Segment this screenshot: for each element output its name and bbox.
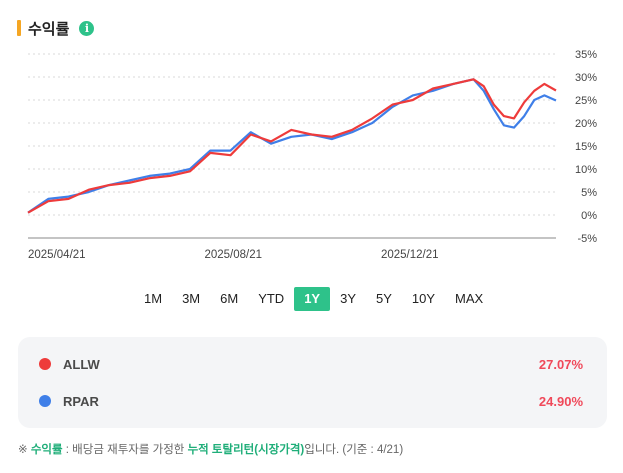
period-5y[interactable]: 5Y [376, 291, 392, 306]
series-line-allw [27, 78, 557, 214]
footnote-text: : 배당금 재투자를 가정한 [62, 444, 188, 456]
accent-bar [17, 20, 21, 36]
period-6m[interactable]: 6M [220, 291, 239, 306]
rpar-color-dot [39, 395, 51, 407]
period-3m[interactable]: 3M [182, 291, 201, 306]
period-selector: 1M 3M 6M YTD 1Y 3Y 5Y 10Y MAX [134, 287, 493, 311]
period-1y[interactable]: 1Y [294, 287, 331, 311]
allw-color-dot [39, 358, 51, 370]
y-tick-label: 10% [575, 164, 597, 176]
y-tick-label: 0% [581, 210, 597, 222]
legend-row-allw: ALLW 27.07% [18, 354, 607, 374]
legend-name: RPAR [63, 393, 99, 409]
legend-value: 27.07% [538, 356, 583, 372]
y-tick-label: 5% [581, 187, 597, 199]
footnote: ※ 수익률 : 배당금 재투자를 가정한 누적 토탈리턴(시장가격)입니다. (… [18, 441, 403, 457]
legend-panel: ALLW 27.07% RPAR 24.90% [18, 337, 607, 428]
section-title: 수익률 [28, 20, 70, 38]
period-3y[interactable]: 3Y [340, 291, 356, 306]
footnote-text-end: 입니다. (기준 : 4/21) [304, 444, 404, 456]
period-max[interactable]: MAX [455, 291, 484, 306]
legend-row-rpar: RPAR 24.90% [18, 391, 607, 411]
info-icon[interactable]: i [79, 20, 95, 36]
period-10y[interactable]: 10Y [411, 291, 436, 306]
footnote-term: 수익률 [30, 444, 63, 456]
series-line-rpar [27, 78, 557, 214]
y-tick-label: 25% [575, 95, 597, 107]
section-header: 수익률 i [17, 18, 95, 38]
footnote-highlight: 누적 토탈리턴(시장가격) [187, 444, 305, 456]
y-tick-label: 15% [575, 141, 597, 153]
x-tick-label: 2025/08/21 [204, 249, 262, 261]
y-tick-label: -5% [577, 233, 597, 245]
legend-value: 24.90% [538, 393, 583, 409]
x-tick-label: 2025/12/21 [381, 249, 439, 261]
period-1m[interactable]: 1M [144, 291, 163, 306]
period-ytd[interactable]: YTD [258, 291, 285, 306]
y-tick-label: 20% [575, 118, 597, 130]
legend-name: ALLW [63, 356, 100, 372]
y-tick-label: 30% [575, 72, 597, 84]
x-tick-label: 2025/04/21 [28, 249, 86, 261]
returns-line-chart: 35% 30% 25% 20% 15% 10% 5% 0% -5% 2025/04/21 2025/… [27, 49, 597, 261]
footnote-prefix: ※ [18, 444, 31, 456]
y-tick-label: 35% [575, 49, 597, 61]
